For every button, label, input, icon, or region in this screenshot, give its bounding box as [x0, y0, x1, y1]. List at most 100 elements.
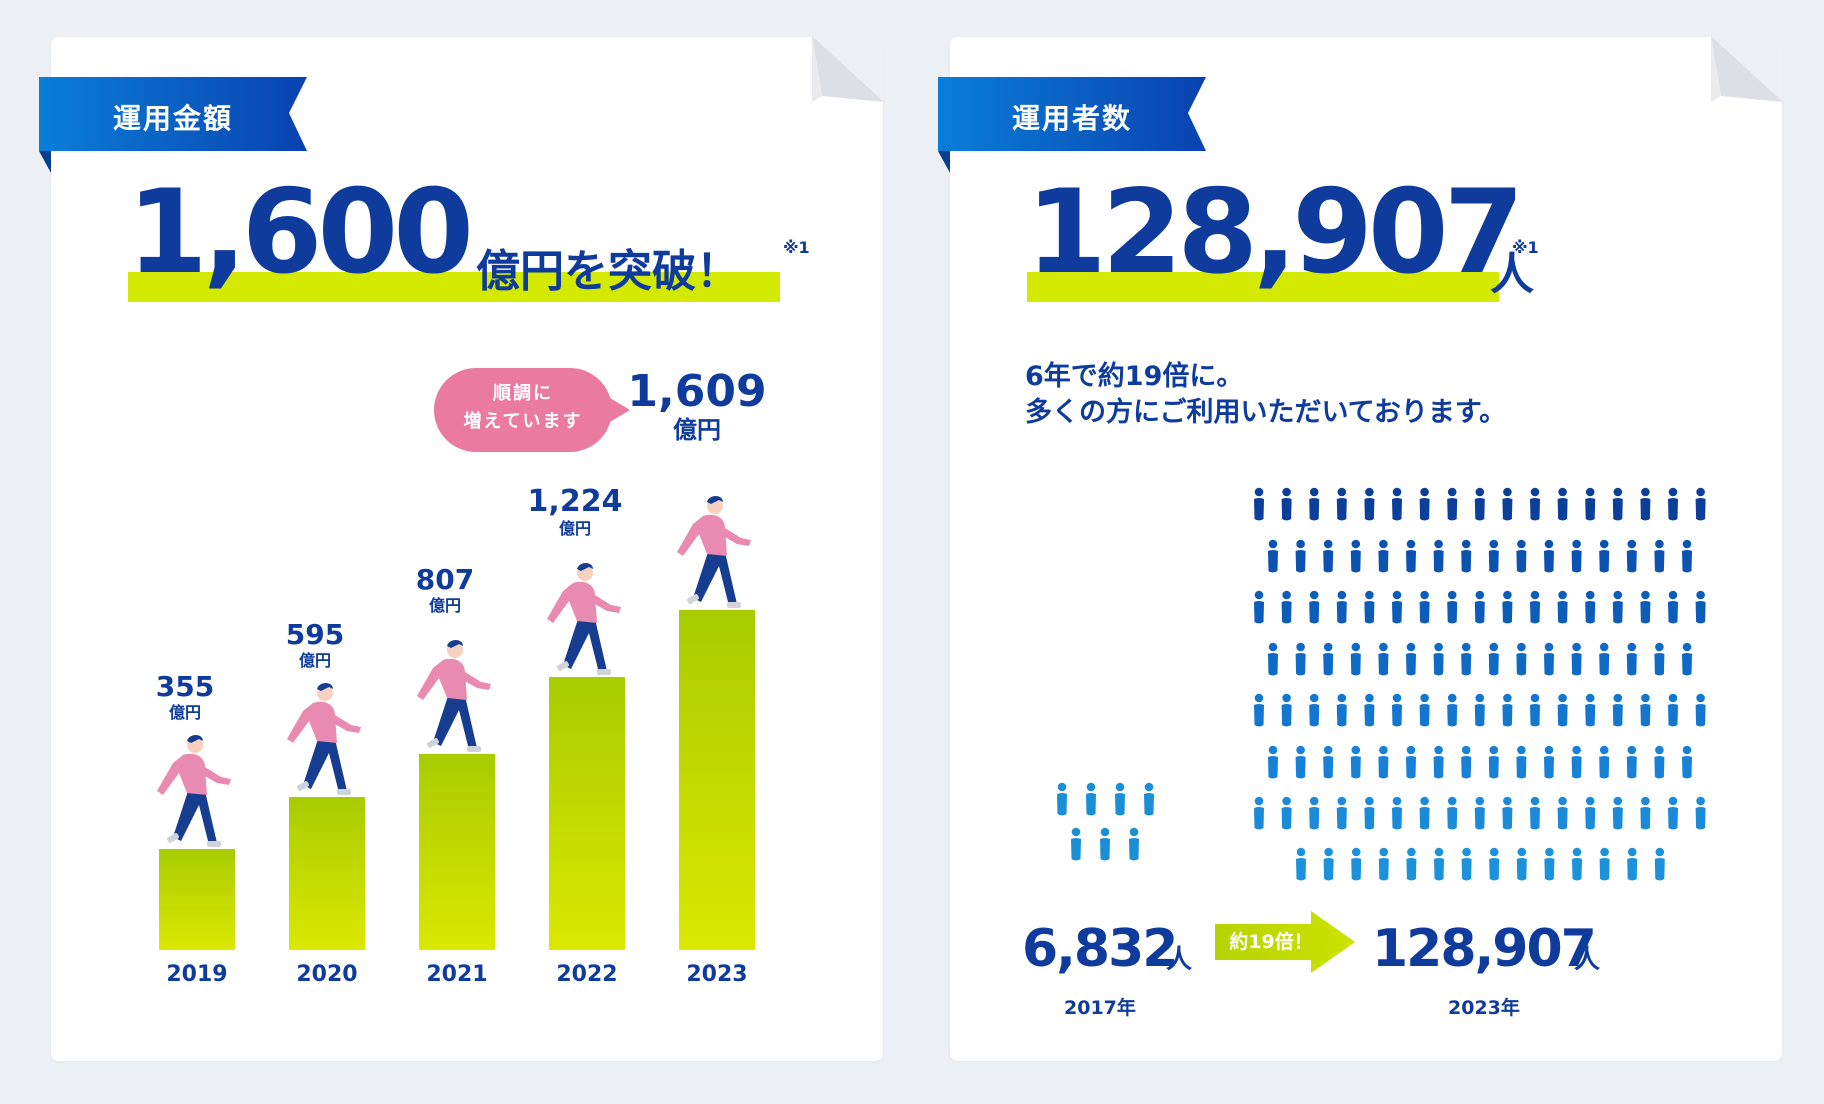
person-icon [1115, 782, 1125, 816]
person-icon [1295, 539, 1306, 573]
unit-label-2022: 億円 [558, 519, 591, 538]
person-icon [1434, 847, 1444, 881]
person-icon [1406, 642, 1416, 676]
person-icon [1530, 796, 1540, 830]
person-icon [1447, 796, 1458, 830]
person-icon [1571, 539, 1582, 573]
users-card: 運用者数 128,907 人 ※1 6年で約19倍に。 多くの方にご利用いただい… [938, 36, 1783, 1061]
person-icon [1682, 642, 1692, 676]
value-label-2023: 1,609 [627, 366, 767, 417]
footnote-mark: ※1 [783, 238, 810, 257]
person-icon [1295, 745, 1306, 779]
to-unit: 人 [1574, 945, 1601, 975]
person-icon [1612, 487, 1623, 521]
person-icon [1502, 590, 1513, 624]
person-icon [1433, 642, 1444, 676]
person-icon [1086, 782, 1096, 816]
person-icon [1599, 745, 1610, 779]
person-icon [1474, 693, 1485, 727]
headline-highlight [128, 272, 780, 302]
person-icon [1447, 487, 1458, 521]
person-icon [1447, 693, 1458, 727]
person-icon [1392, 693, 1402, 727]
description-line-2: 多くの方にご利用いただいております。 [1025, 397, 1507, 428]
person-icon [1474, 796, 1485, 830]
person-icon [1419, 796, 1430, 830]
person-icon [1695, 590, 1706, 624]
person-icon [1071, 827, 1081, 861]
person-icon [1668, 487, 1678, 521]
person-icon [1654, 847, 1665, 881]
person-icon [1378, 847, 1389, 881]
person-icon [1516, 539, 1527, 573]
unit-label-2019: 億円 [168, 703, 201, 722]
person-icon [1626, 745, 1637, 779]
person-icon [1571, 745, 1582, 779]
person-icon [1695, 693, 1706, 727]
person-icon [1364, 796, 1375, 830]
tick-label-2023: 2023 [686, 962, 748, 987]
person-icon [1502, 487, 1513, 521]
person-icon [1585, 590, 1596, 624]
person-icon [1419, 590, 1430, 624]
value-label-2019: 355 [155, 670, 215, 703]
headline-suffix: 億円を突破！ [476, 246, 740, 297]
person-icon [1571, 642, 1582, 676]
running-person-icon [547, 563, 621, 675]
person-icon [1488, 745, 1499, 779]
tick-label-2021: 2021 [426, 962, 488, 987]
person-icon [1350, 539, 1361, 573]
bar-2022 [549, 677, 625, 950]
person-icon [1640, 693, 1651, 727]
person-icon [1557, 590, 1568, 624]
description: 6年で約19倍に。 多くの方にご利用いただいております。 [1025, 359, 1506, 431]
person-icon [1474, 487, 1485, 521]
arrow-right-icon [1215, 911, 1355, 973]
person-icon [1254, 590, 1264, 624]
person-icon [1296, 847, 1306, 881]
person-icon [1406, 539, 1416, 573]
person-icon [1544, 847, 1555, 881]
person-icon [1682, 539, 1692, 573]
person-icon [1640, 590, 1651, 624]
person-icon [1433, 539, 1444, 573]
person-icon [1612, 796, 1623, 830]
person-icon [1599, 847, 1610, 881]
to-year: 2023年 [1448, 997, 1520, 1019]
footnote-mark: ※1 [1512, 238, 1539, 257]
person-icon [1682, 745, 1692, 779]
person-icon [1254, 487, 1264, 521]
person-icon [1392, 487, 1402, 521]
person-icon [1378, 745, 1389, 779]
person-icon [1281, 487, 1292, 521]
ribbon-label: 運用者数 [1012, 102, 1133, 135]
person-icon [1254, 693, 1264, 727]
person-icon [1626, 539, 1637, 573]
value-label-2022: 1,224 [527, 484, 623, 519]
person-icon [1350, 642, 1361, 676]
person-icon [1544, 642, 1554, 676]
unit-label-2020: 億円 [298, 651, 331, 670]
bubble-line-2: 増えています [463, 411, 583, 432]
ribbon-label: 運用金額 [113, 102, 234, 135]
from-value: 6,832 [1022, 919, 1178, 979]
description-line-1: 6年で約19倍に。 [1025, 361, 1244, 392]
amount-card: 運用金額 1,600 億円を突破！ ※1 順調に 増えています 2019 355 億… [39, 36, 884, 1061]
person-icon [1309, 487, 1320, 521]
value-label-2020: 595 [285, 618, 345, 651]
person-icon [1268, 745, 1278, 779]
person-icon [1557, 796, 1568, 830]
person-icon [1323, 745, 1334, 779]
person-icon [1281, 796, 1292, 830]
headline-highlight [1027, 272, 1499, 302]
person-icon [1129, 827, 1139, 861]
person-icon [1364, 693, 1375, 727]
person-icon [1447, 590, 1458, 624]
person-icon [1461, 745, 1472, 779]
person-icon [1309, 590, 1320, 624]
tick-label-2022: 2022 [556, 962, 618, 987]
person-icon [1585, 487, 1596, 521]
running-person-icon [157, 735, 231, 847]
arrow-label: 約19倍！ [1229, 931, 1313, 953]
headline-number: 1,600 [127, 165, 474, 300]
